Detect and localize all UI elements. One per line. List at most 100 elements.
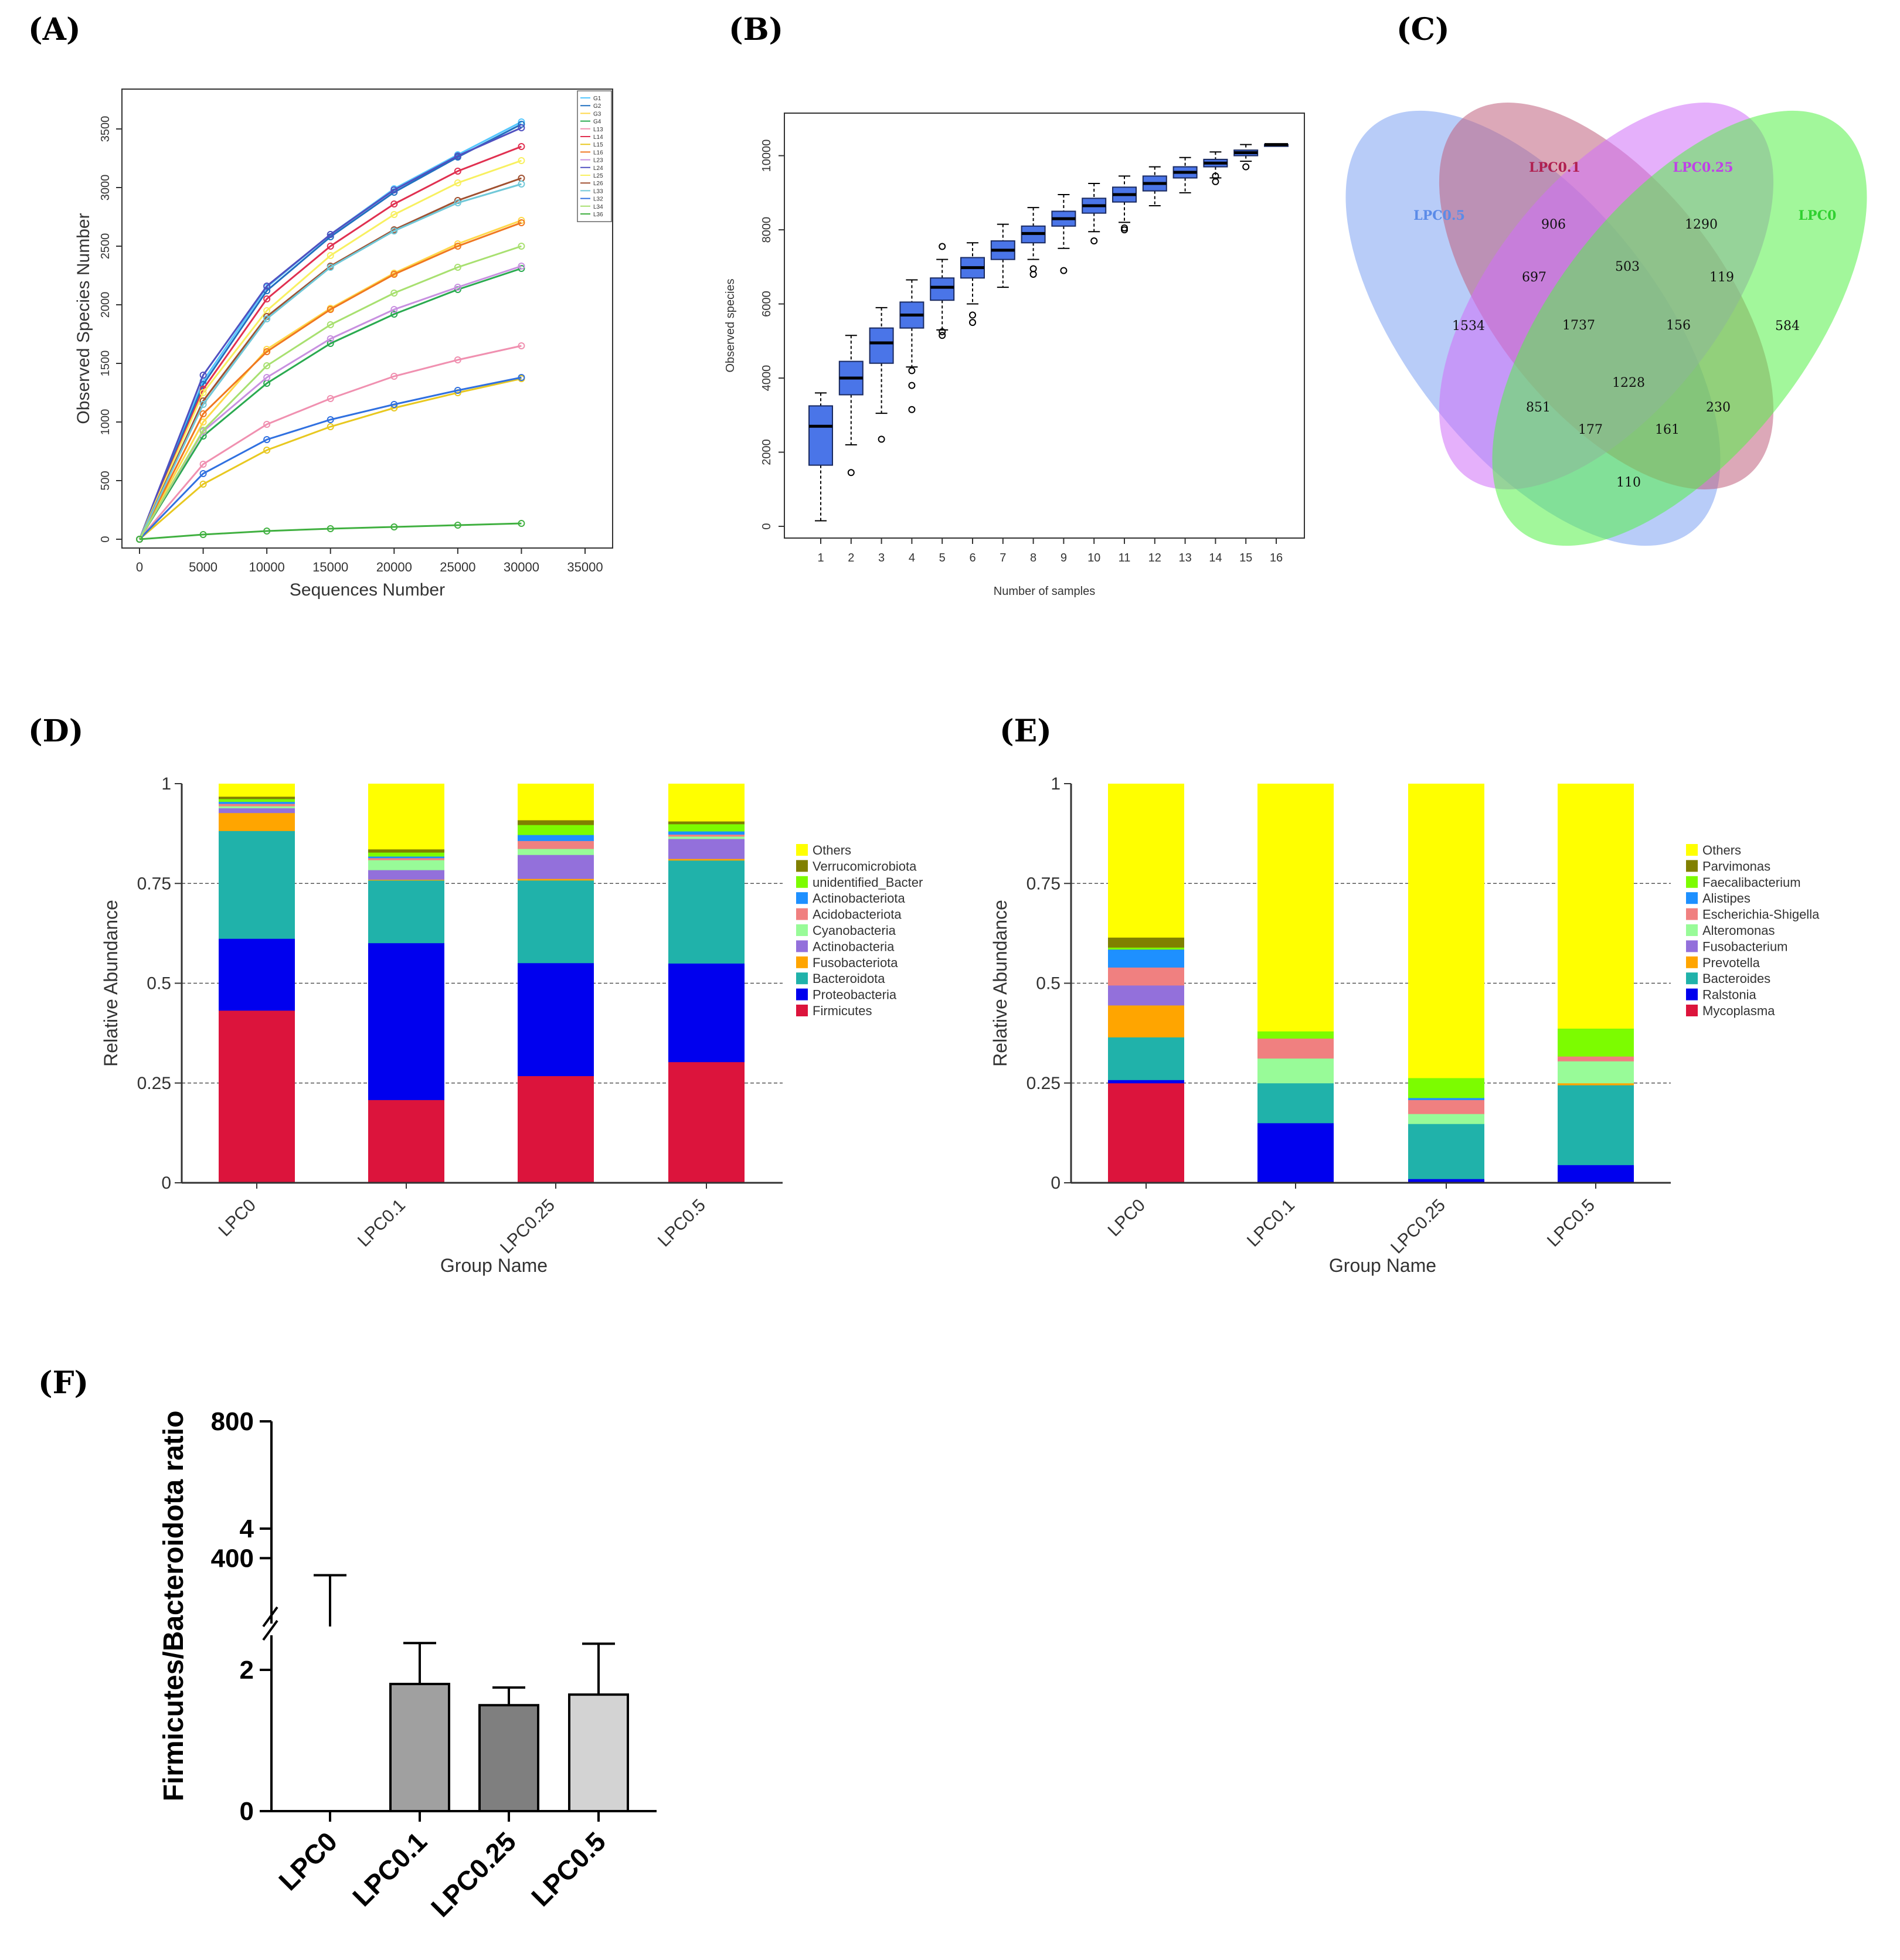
series-point bbox=[199, 427, 207, 434]
legend-swatch bbox=[796, 956, 808, 968]
legend-entry: L36 bbox=[593, 212, 603, 218]
legend-entry: Proteobacteria bbox=[813, 988, 897, 1002]
legend-entry: Alistipes bbox=[1702, 891, 1751, 906]
box-outlier bbox=[969, 311, 976, 319]
venn-region-count: 177 bbox=[1578, 423, 1603, 437]
bar-segment bbox=[518, 825, 594, 835]
bar-segment bbox=[1558, 1165, 1634, 1183]
legend-swatch bbox=[1686, 844, 1698, 856]
x-tick-label: 8 bbox=[1030, 552, 1036, 564]
series-point bbox=[199, 389, 207, 396]
legend-swatch bbox=[796, 908, 808, 920]
axis-break-mark bbox=[262, 1606, 278, 1628]
bar-segment bbox=[368, 879, 444, 881]
series-point bbox=[263, 528, 271, 535]
box-outlier bbox=[1060, 267, 1068, 274]
legend-entry: Bacteroidota bbox=[813, 971, 885, 986]
x-tick-label: LPC0.25 bbox=[497, 1196, 559, 1258]
box-outlier bbox=[1029, 265, 1037, 273]
y-axis-title: Relative Abundance bbox=[990, 900, 1011, 1067]
series-point bbox=[454, 199, 461, 206]
x-tick-label: 4 bbox=[909, 552, 915, 564]
bar-segment bbox=[1257, 1038, 1334, 1059]
bar-segment bbox=[368, 1100, 444, 1183]
venn-region-count: 1534 bbox=[1452, 319, 1485, 334]
y-tick-label: 500 bbox=[99, 471, 112, 490]
x-tick-label: 6 bbox=[969, 552, 976, 564]
box-outlier bbox=[847, 469, 855, 477]
legend-entry: Actinobacteria bbox=[813, 939, 895, 954]
box-outlier bbox=[908, 406, 916, 413]
legend-entry: Others bbox=[1702, 843, 1741, 858]
bar bbox=[389, 1683, 450, 1813]
legend-entry: L23 bbox=[593, 158, 603, 164]
series-point bbox=[454, 152, 461, 159]
series-line bbox=[138, 345, 522, 540]
x-tick-label: 16 bbox=[1270, 552, 1283, 564]
y-tick-label: 3500 bbox=[99, 116, 112, 142]
y-axis-title: Relative Abundance bbox=[100, 900, 121, 1067]
legend-entry: L13 bbox=[593, 127, 603, 133]
bar-segment bbox=[518, 879, 594, 881]
x-tick-label: LPC0 bbox=[1104, 1196, 1149, 1240]
venn-region-count: 156 bbox=[1666, 318, 1691, 333]
series-point bbox=[390, 186, 398, 193]
x-tick-label: LPC0.25 bbox=[1387, 1196, 1449, 1258]
series-point bbox=[390, 311, 398, 318]
bar-segment bbox=[219, 831, 295, 939]
x-tick-label: 9 bbox=[1061, 552, 1067, 564]
series-point bbox=[263, 348, 271, 355]
legend-swatch bbox=[796, 972, 808, 985]
legend-entry: Actinobacteriota bbox=[813, 891, 906, 906]
series-point bbox=[263, 447, 271, 454]
legend-swatch bbox=[1686, 972, 1698, 985]
bar-segment bbox=[219, 812, 295, 831]
series-point bbox=[454, 168, 461, 175]
y-tick-label: 1500 bbox=[99, 351, 112, 377]
bar-segment bbox=[668, 859, 745, 861]
legend-entry: Escherichia-Shigella bbox=[1702, 907, 1820, 922]
series-point bbox=[327, 525, 334, 532]
x-axis-title: Group Name bbox=[1329, 1255, 1436, 1276]
bar-segment bbox=[368, 880, 444, 944]
legend-entry: G3 bbox=[593, 111, 601, 117]
series-point bbox=[199, 401, 207, 408]
x-tick-label: LPC0.25 bbox=[425, 1826, 522, 1922]
bar-segment bbox=[1558, 1056, 1634, 1061]
bar-segment bbox=[368, 942, 444, 1100]
x-tick-label: 12 bbox=[1148, 552, 1161, 564]
x-tick-label: LPC0.5 bbox=[654, 1196, 709, 1251]
series-point bbox=[199, 461, 207, 468]
series-point bbox=[390, 290, 398, 297]
bar-segment bbox=[668, 834, 745, 837]
series-point bbox=[327, 416, 334, 423]
box-outlier bbox=[878, 435, 885, 443]
bar-segment bbox=[1108, 937, 1184, 948]
venn-region-count: 851 bbox=[1526, 400, 1551, 415]
legend-entry: Prevotella bbox=[1702, 955, 1760, 970]
bar-segment bbox=[518, 835, 594, 841]
venn-region-count: 697 bbox=[1522, 270, 1546, 285]
x-axis-title: Number of samples bbox=[994, 585, 1095, 598]
panel-label-e: (E) bbox=[1000, 713, 1052, 749]
box bbox=[808, 405, 833, 466]
panel-label-c: (C) bbox=[1396, 12, 1450, 47]
venn-region-count: 161 bbox=[1655, 423, 1680, 437]
y-tick-label: 0.75 bbox=[137, 874, 171, 893]
bar-segment bbox=[1108, 1005, 1184, 1037]
series-point bbox=[263, 436, 271, 443]
x-tick-label: 2 bbox=[848, 552, 854, 564]
y-tick-label: 0.5 bbox=[147, 974, 171, 993]
series-point bbox=[199, 481, 207, 488]
series-point bbox=[390, 211, 398, 218]
y-tick-label: 0.5 bbox=[1036, 974, 1061, 993]
venn-region-count: 906 bbox=[1541, 217, 1566, 232]
legend-swatch bbox=[1686, 956, 1698, 968]
chart-d-phylum-abundance: LPC0 LPC0.1 LPC0.25 LPC0.5 0 0.25 0.5 0.75 1 Rela… bbox=[100, 774, 923, 1276]
y-tick-label: 2 bbox=[240, 1656, 254, 1685]
box-outlier bbox=[1212, 172, 1219, 180]
y-tick-label: 0 bbox=[240, 1797, 254, 1826]
bar-segment bbox=[1558, 784, 1634, 1029]
legend-swatch bbox=[796, 940, 808, 952]
x-tick-label: LPC0 bbox=[273, 1826, 343, 1896]
